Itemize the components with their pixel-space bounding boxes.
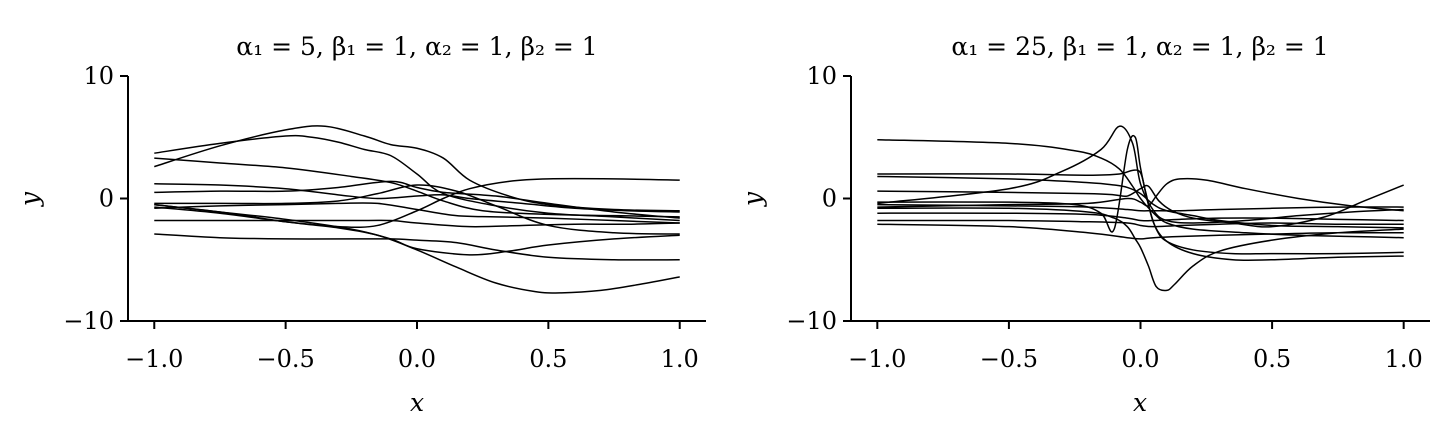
x-tick-label: −1.0 [125,345,183,373]
series-line-right-11 [877,223,1404,240]
y-ticks-left: −10 0 10 [63,62,128,335]
x-axis-label-left: x [410,388,424,417]
series-line-left-7 [154,202,680,224]
x-tick-label: 0.5 [1253,345,1291,373]
series-line-right-12 [877,203,1404,212]
series-line-left-4 [154,183,680,213]
y-tick-label: 0 [99,185,114,213]
series-line-left-1 [154,134,680,222]
series-line-left-9 [154,219,680,228]
x-axis-label-right: x [1133,388,1147,417]
series-line-right-6 [877,184,1404,228]
plot-title-left: α₁ = 5, β₁ = 1, α₂ = 1, β₂ = 1 [236,32,597,61]
plot-title-right: α₁ = 25, β₁ = 1, α₂ = 1, β₂ = 1 [951,32,1328,61]
curves-right [877,125,1404,292]
x-tick-label: 0.0 [1121,345,1159,373]
x-tick-label: 1.0 [661,345,699,373]
x-ticks-right: −1.0 −0.5 0.0 0.5 1.0 [848,321,1423,373]
series-line-left-2 [154,125,680,212]
series-line-right-1 [877,138,1404,239]
subplot-left: α₁ = 5, β₁ = 1, α₂ = 1, β₂ = 1 −1.0 −0.5 0… [15,32,706,417]
y-tick-label: 0 [822,185,837,213]
series-line-left-5 [154,180,680,219]
series-line-left-11 [154,233,680,261]
series-line-left-12 [154,203,680,294]
series-line-right-9 [877,212,1404,222]
subplot-right: α₁ = 25, β₁ = 1, α₂ = 1, β₂ = 1 −1.0 −0.5… [738,32,1430,417]
x-tick-label: 0.5 [529,345,567,373]
series-line-left-10 [154,203,680,256]
x-tick-label: −0.5 [256,345,314,373]
x-tick-label: −1.0 [848,345,906,373]
series-line-left-3 [154,157,680,218]
y-ticks-right: −10 0 10 [786,62,851,335]
series-line-right-5 [877,175,1404,229]
series-line-right-2 [877,125,1404,224]
series-line-right-4 [877,169,1404,262]
series-line-right-7 [877,177,1404,212]
y-axis-label-left: y [15,191,44,207]
x-ticks-left: −1.0 −0.5 0.0 0.5 1.0 [125,321,699,373]
y-tick-label: 10 [83,62,114,90]
x-tick-label: 0.0 [398,345,436,373]
series-line-left-6 [154,184,680,235]
y-tick-label: 10 [806,62,837,90]
y-tick-label: −10 [63,307,114,335]
y-tick-label: −10 [786,307,837,335]
curves-left [154,125,680,294]
series-line-right-8 [877,207,1404,292]
y-axis-label-right: y [738,191,767,207]
x-tick-label: 1.0 [1385,345,1423,373]
series-line-right-10 [877,219,1404,228]
x-tick-label: −0.5 [980,345,1038,373]
